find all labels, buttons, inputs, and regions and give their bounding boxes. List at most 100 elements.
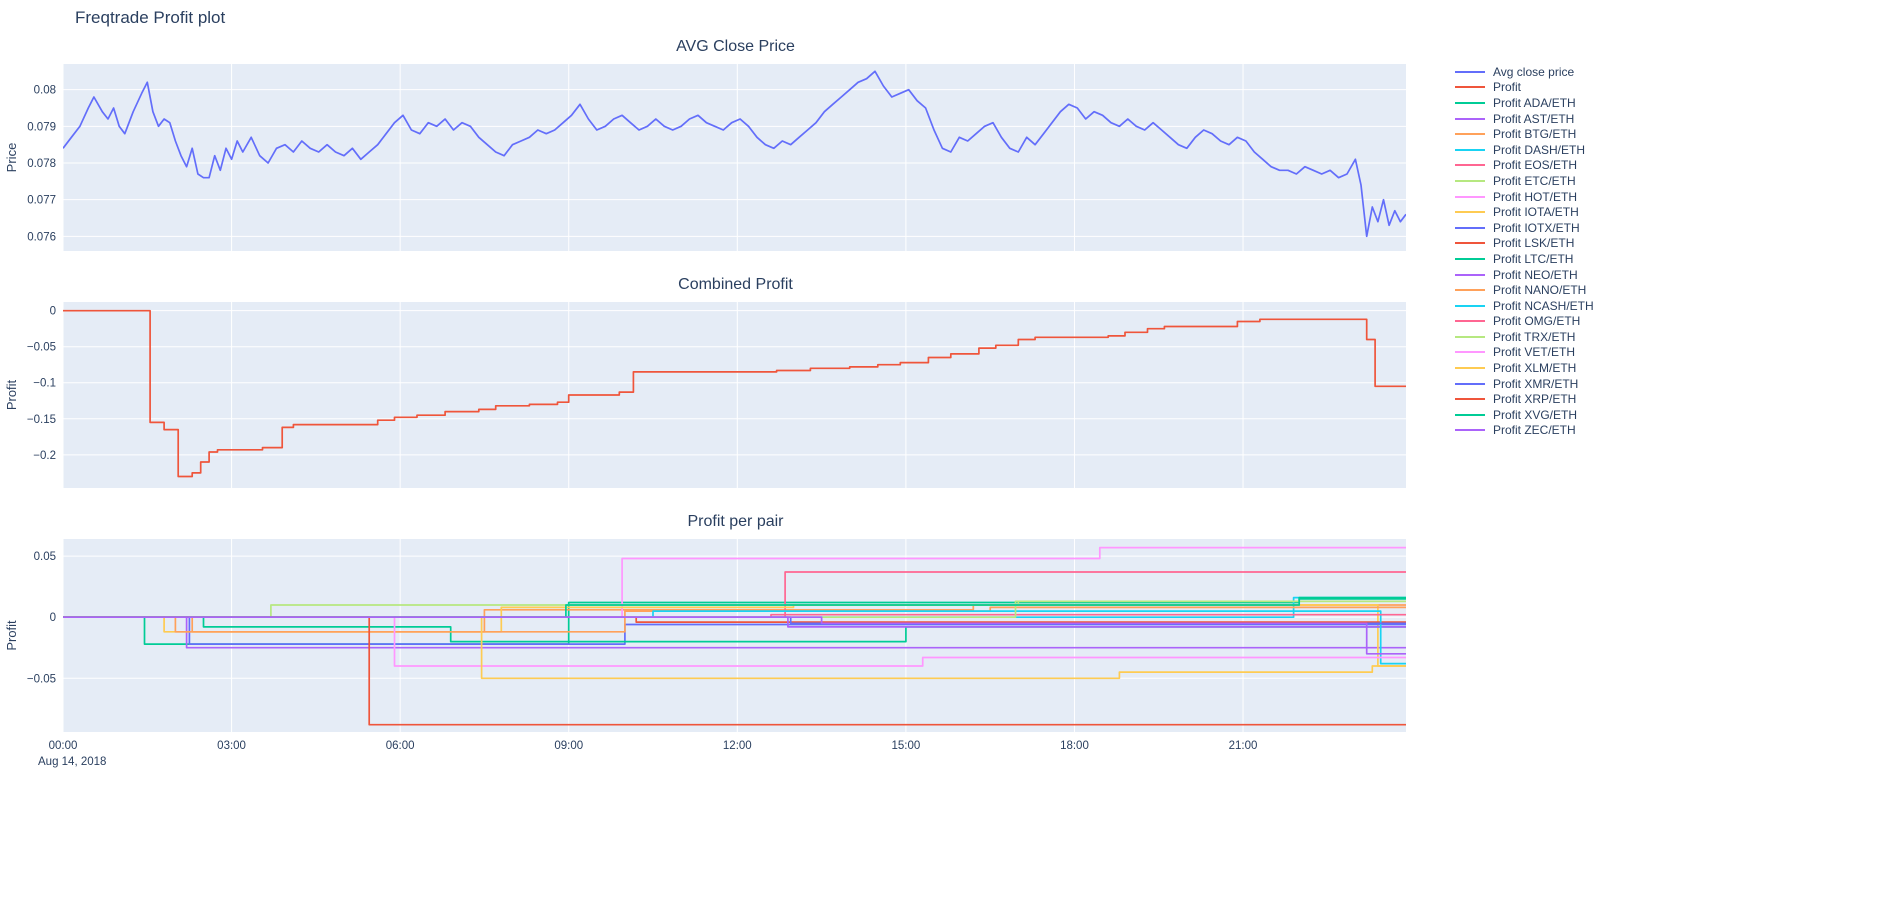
x-tick-label: 06:00: [386, 740, 415, 752]
y-axis-title: Profit: [4, 620, 19, 651]
charts-column: AVG Close Price 0.076 0.077 0.078 0.079 0.08…: [0, 36, 1430, 770]
series-line-avg-close-price: [63, 70, 1406, 238]
profit-per-pair-plot[interactable]: 0.05 0 −0.05 Profit 00:00 03:00 06:00 09:00 12:0…: [0, 536, 1408, 770]
legend-swatch-line: [1455, 117, 1485, 120]
legend-item-label: Profit XLM/ETH: [1493, 361, 1577, 376]
legend-item[interactable]: Profit AST/ETH: [1455, 111, 1885, 127]
legend-item[interactable]: Profit XRP/ETH: [1455, 391, 1885, 407]
legend-item[interactable]: Profit XVG/ETH: [1455, 407, 1885, 423]
x-axis-date-label: Aug 14, 2018: [38, 756, 106, 768]
legend-swatch-line: [1455, 257, 1485, 260]
legend-item[interactable]: Profit NEO/ETH: [1455, 267, 1885, 283]
plot-area[interactable]: [63, 64, 1406, 251]
legend-item[interactable]: Profit DASH/ETH: [1455, 142, 1885, 158]
legend-item[interactable]: Profit NANO/ETH: [1455, 282, 1885, 298]
legend-swatch-line: [1455, 335, 1485, 338]
legend-item[interactable]: Profit LTC/ETH: [1455, 251, 1885, 267]
chart-combined-profit: Combined Profit 0 −0.05 −0.1 −0.15 −0.2 Profi…: [0, 274, 1430, 491]
legend-item[interactable]: Profit TRX/ETH: [1455, 329, 1885, 345]
legend-item[interactable]: Profit ZEC/ETH: [1455, 423, 1885, 439]
legend-swatch-line: [1455, 398, 1485, 401]
legend-item-label: Profit NEO/ETH: [1493, 267, 1578, 282]
x-tick-label: 21:00: [1229, 740, 1258, 752]
legend-item[interactable]: Profit IOTX/ETH: [1455, 220, 1885, 236]
x-tick-label: 09:00: [554, 740, 583, 752]
legend-item-label: Profit ETC/ETH: [1493, 173, 1576, 188]
y-tick-label: 0.078: [27, 158, 56, 170]
legend-swatch-line: [1455, 164, 1485, 167]
series-line-profit-nano-eth: [63, 606, 1406, 633]
legend-swatch-line: [1455, 195, 1485, 198]
legend-item-label: Profit BTG/ETH: [1493, 127, 1577, 142]
legend-item[interactable]: Profit IOTA/ETH: [1455, 204, 1885, 220]
combined-profit-plot[interactable]: 0 −0.05 −0.1 −0.15 −0.2 Profit: [0, 299, 1408, 491]
legend-item[interactable]: Avg close price: [1455, 64, 1885, 80]
legend-item[interactable]: Profit EOS/ETH: [1455, 158, 1885, 174]
legend-item[interactable]: Profit NCASH/ETH: [1455, 298, 1885, 314]
legend-item[interactable]: Profit VET/ETH: [1455, 345, 1885, 361]
y-axis-title: Profit: [4, 379, 19, 410]
legend-item-label: Profit XRP/ETH: [1493, 392, 1577, 407]
legend-swatch-line: [1455, 273, 1485, 276]
legend-item[interactable]: Profit HOT/ETH: [1455, 189, 1885, 205]
legend-item-label: Profit IOTX/ETH: [1493, 220, 1580, 235]
chart-title-avg-close-price: AVG Close Price: [676, 38, 795, 55]
legend-item-label: Profit ADA/ETH: [1493, 95, 1576, 110]
series-line-profit-zec-eth: [63, 616, 1406, 655]
legend-item[interactable]: Profit OMG/ETH: [1455, 314, 1885, 330]
x-tick-label: 15:00: [891, 740, 920, 752]
legend-item-label: Profit XMR/ETH: [1493, 376, 1579, 391]
x-tick-label: 18:00: [1060, 740, 1089, 752]
legend-item-label: Profit LTC/ETH: [1493, 251, 1574, 266]
legend-item-label: Profit OMG/ETH: [1493, 314, 1581, 329]
legend-swatch-line: [1455, 148, 1485, 151]
legend-item[interactable]: Profit ETC/ETH: [1455, 173, 1885, 189]
y-tick-label: −0.05: [27, 342, 56, 354]
y-tick-label: 0.05: [34, 551, 56, 563]
legend-item-label: Profit LSK/ETH: [1493, 236, 1575, 251]
legend-swatch-line: [1455, 413, 1485, 416]
legend-item[interactable]: Profit BTG/ETH: [1455, 126, 1885, 142]
legend-item-label: Profit XVG/ETH: [1493, 407, 1578, 422]
y-tick-label: 0.077: [27, 195, 56, 207]
legend-item-label: Profit HOT/ETH: [1493, 189, 1578, 204]
legend-swatch-line: [1455, 289, 1485, 292]
plot-area[interactable]: [63, 539, 1406, 732]
x-tick-label: 03:00: [217, 740, 246, 752]
legend-item[interactable]: Profit: [1455, 80, 1885, 96]
legend-swatch-line: [1455, 367, 1485, 370]
legend-item-label: Profit ZEC/ETH: [1493, 423, 1576, 438]
x-tick-label: 12:00: [723, 740, 752, 752]
y-tick-label: 0: [50, 612, 56, 624]
legend-swatch-line: [1455, 429, 1485, 432]
legend-swatch-line: [1455, 351, 1485, 354]
y-tick-label: 0.079: [27, 121, 56, 133]
legend: Avg close price Profit Profit ADA/ETH Profi…: [1455, 64, 1885, 438]
legend-item-label: Profit AST/ETH: [1493, 111, 1575, 126]
x-tick-label: 00:00: [49, 740, 78, 752]
legend-item-label: Profit DASH/ETH: [1493, 142, 1586, 157]
legend-item-label: Avg close price: [1493, 64, 1575, 79]
legend-item[interactable]: Profit ADA/ETH: [1455, 95, 1885, 111]
plot-area[interactable]: [63, 302, 1406, 488]
legend-swatch-line: [1455, 86, 1485, 89]
legend-swatch-line: [1455, 242, 1485, 245]
y-tick-label: 0: [50, 306, 56, 318]
legend-item[interactable]: Profit XMR/ETH: [1455, 376, 1885, 392]
series-line-profit-iota-eth: [63, 604, 1406, 667]
legend-item-label: Profit VET/ETH: [1493, 345, 1576, 360]
legend-item[interactable]: Profit XLM/ETH: [1455, 360, 1885, 376]
avg-close-price-plot[interactable]: 0.076 0.077 0.078 0.079 0.08 Price: [0, 61, 1408, 254]
legend-item-label: Profit NCASH/ETH: [1493, 298, 1594, 313]
legend-swatch-line: [1455, 70, 1485, 73]
y-tick-label: 0.076: [27, 231, 56, 243]
page-title: Freqtrade Profit plot: [75, 8, 226, 27]
legend-item-label: Profit TRX/ETH: [1493, 329, 1576, 344]
chart-title-profit-per-pair: Profit per pair: [687, 513, 784, 530]
y-tick-label: −0.1: [33, 378, 56, 390]
legend-swatch-line: [1455, 226, 1485, 229]
legend-item-label: Profit NANO/ETH: [1493, 283, 1587, 298]
legend-item[interactable]: Profit LSK/ETH: [1455, 236, 1885, 252]
legend-swatch-line: [1455, 179, 1485, 182]
legend-swatch-line: [1455, 320, 1485, 323]
